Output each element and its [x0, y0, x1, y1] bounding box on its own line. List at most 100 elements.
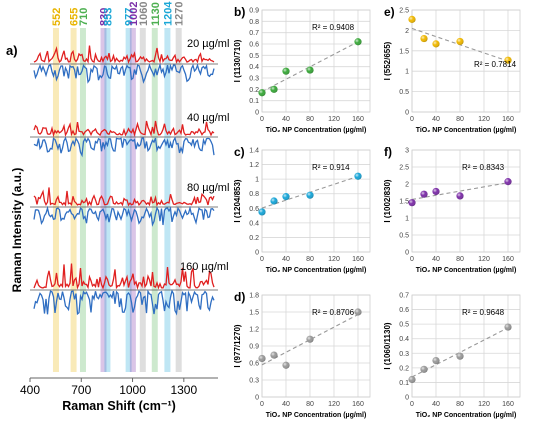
data-point-highlight — [270, 85, 278, 93]
band-853 — [104, 28, 111, 372]
band-710 — [79, 28, 86, 372]
series-label-160: 160 µg/ml — [180, 261, 229, 273]
band-label-1002: 1002 — [128, 2, 140, 26]
y-axis-label: I (1002/830) — [383, 179, 392, 222]
spectrum-raw — [33, 187, 215, 207]
data-point-highlight — [282, 67, 290, 75]
data-point-highlight — [258, 354, 266, 363]
x-tick-label: 0 — [410, 401, 414, 408]
scatter-panels: 00.10.20.30.40.50.60.70.80.90 40 80 120 160R… — [233, 5, 521, 419]
x-tick-label: 120 — [478, 116, 490, 123]
x-tick-group: 400 700 1000 1300 — [20, 378, 197, 397]
x-tick-label: 0 — [260, 401, 264, 408]
y-tick-label: 0.3 — [249, 76, 259, 83]
r-squared-label: R² = 0.914 — [312, 163, 350, 172]
spectrum-raw — [33, 45, 215, 64]
x-tick-label: 80 — [306, 256, 314, 263]
band-1270 — [175, 28, 182, 372]
band-label-977: 977 — [124, 8, 136, 26]
spectra-group — [30, 45, 218, 316]
y-axis-label: I (1060/1130) — [383, 322, 392, 369]
x-tick-label: 80 — [456, 256, 464, 263]
y-tick-label: 0.2 — [399, 365, 409, 372]
y-tick-label: 1.8 — [249, 293, 259, 300]
y-tick-label: 0.2 — [249, 87, 259, 94]
x-tick-label: 160 — [352, 116, 364, 123]
data-point-highlight — [306, 191, 314, 199]
r-squared-label: R² = 0.8343 — [462, 163, 505, 172]
x-axis-label: TiO₂ NP Concentration (µg/ml) — [416, 267, 517, 274]
x-tick-label: 80 — [306, 401, 314, 408]
y-tick-label: 2.5 — [399, 165, 409, 172]
data-point-highlight — [306, 66, 314, 74]
data-point-highlight — [270, 351, 278, 359]
data-point-highlight — [432, 356, 440, 365]
data-point-highlight — [504, 323, 512, 331]
y-tick-label: 0.5 — [249, 53, 259, 60]
scatter-panel-2: 0 0.2 0.4 0.6 0.8 1 1.2 1.4 0 40 80 120 160 R² = 0.91… — [233, 145, 371, 274]
y-tick-label: 0.3 — [399, 351, 409, 358]
x-tick-label: 0 — [410, 256, 414, 263]
y-tick-label: 0.4 — [249, 220, 259, 227]
y-tick-label: 1.2 — [249, 162, 259, 169]
y-tick-label: 1.4 — [249, 148, 259, 155]
plot-frame — [411, 9, 521, 113]
y-axis-label: I (1204/853) — [233, 179, 242, 222]
plot-frame — [411, 294, 521, 398]
x-axis-label: TiO₂ NP Concentration (µg/ml) — [266, 127, 367, 134]
y-axis-label: I (1130/710) — [233, 39, 242, 82]
y-tick-label: 3 — [405, 148, 409, 155]
series-label-40: 40 µg/ml — [187, 112, 229, 124]
x-tick-label: 40 — [432, 401, 440, 408]
data-point-highlight — [456, 192, 464, 200]
x-tick-label: 40 — [282, 116, 290, 123]
band-1002 — [129, 28, 136, 372]
x-tick-label: 700 — [71, 383, 91, 397]
y-tick-label: 0 — [405, 250, 409, 257]
y-tick-label: 0.6 — [399, 307, 409, 314]
band-label-552: 552 — [51, 8, 63, 26]
x-tick-label: 80 — [456, 116, 464, 123]
x-tick-label: 160 — [352, 256, 364, 263]
x-tick-label: 80 — [456, 401, 464, 408]
panel-label: c) — [234, 145, 245, 159]
spectrum-second-derivative — [33, 205, 215, 227]
panel-label: b) — [234, 5, 245, 19]
panel-label: f) — [384, 145, 392, 159]
spectrum-second-derivative — [33, 136, 215, 158]
spectrum-second-derivative — [33, 289, 215, 316]
band-label-830: 830 — [98, 8, 110, 26]
x-tick-label: 160 — [352, 401, 364, 408]
y-tick-label: 0.2 — [249, 235, 259, 242]
panel-label: e) — [384, 5, 395, 19]
y-axis-label: I (552/655) — [383, 41, 392, 80]
x-axis-label: TiO₂ NP Concentration (µg/ml) — [416, 127, 517, 134]
y-tick-label: 0.8 — [249, 19, 259, 26]
panel-label: d) — [234, 290, 245, 304]
data-point-highlight — [258, 208, 266, 216]
series-label-20: 20 µg/ml — [187, 38, 229, 50]
y-tick-label: 0.3 — [249, 378, 259, 385]
trendline — [411, 182, 509, 201]
x-tick-label: 0 — [260, 256, 264, 263]
y-axis-label: Raman Intensity (a.u.) — [10, 168, 24, 293]
trendline — [411, 327, 509, 378]
x-tick-label: 40 — [432, 256, 440, 263]
data-point-highlight — [282, 193, 290, 201]
r-squared-label: R² = 0.7814 — [474, 60, 517, 69]
r-squared-label: R² = 0.8706 — [312, 308, 355, 317]
x-tick-label: 1300 — [170, 383, 197, 397]
data-point-highlight — [354, 38, 362, 46]
y-tick-label: 1 — [255, 177, 259, 184]
data-point-highlight — [420, 190, 428, 198]
y-tick-label: 0.6 — [249, 42, 259, 49]
spectrum-second-derivative — [33, 62, 215, 84]
y-tick-label: 0.9 — [249, 8, 259, 15]
data-point-highlight — [420, 34, 428, 43]
data-point-highlight — [258, 89, 266, 97]
y-tick-label: 0.5 — [399, 89, 409, 96]
x-tick-label: 120 — [328, 116, 340, 123]
data-point-highlight — [408, 375, 416, 384]
x-tick-label: 160 — [502, 401, 514, 408]
